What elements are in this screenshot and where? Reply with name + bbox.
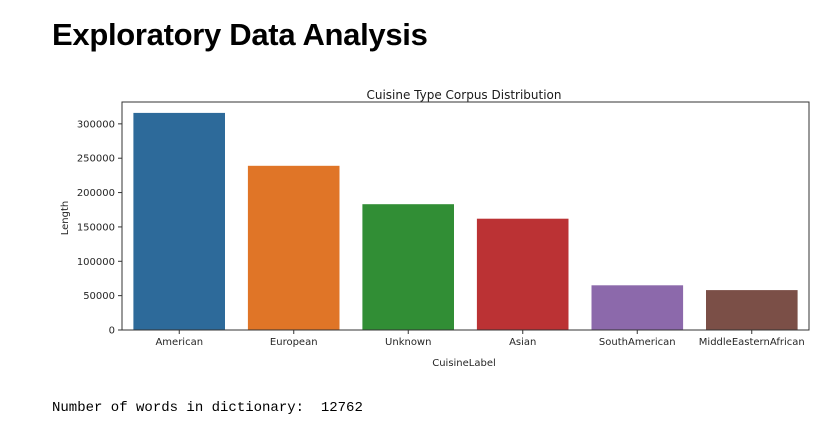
x-axis: American European Unknown Asian SouthAmerica…: [155, 330, 805, 348]
page-heading: Exploratory Data Analysis: [52, 17, 428, 52]
plot-frame: [121, 101, 810, 331]
x-tick-label: American: [155, 337, 203, 348]
y-tick-label: 0: [109, 326, 115, 337]
bar-southamerican: [591, 285, 684, 330]
bar-european: [247, 165, 340, 330]
x-tick-label: SouthAmerican: [599, 337, 676, 348]
x-tick-label: MiddleEasternAfrican: [699, 337, 805, 348]
x-tick-label: Unknown: [385, 337, 431, 348]
y-tick-label: 300000: [77, 119, 115, 130]
y-tick-label: 50000: [83, 291, 115, 302]
y-axis: 0 50000 100000 150000 200000 250000 300000: [77, 119, 122, 337]
y-tick-label: 200000: [77, 188, 115, 199]
bars-group: [133, 112, 798, 331]
chart-title: Cuisine Type Corpus Distribution: [366, 88, 561, 102]
x-axis-label: CuisineLabel: [432, 358, 496, 369]
bar-middleeasternafrican: [706, 290, 798, 330]
x-tick-label: European: [270, 337, 318, 348]
y-axis-label: Length: [60, 201, 71, 236]
x-tick-label: Asian: [509, 337, 536, 348]
bar-asian: [476, 218, 569, 330]
bar-american: [133, 112, 225, 331]
y-tick-label: 100000: [77, 257, 115, 268]
dictionary-size-output: Number of words in dictionary: 12762: [52, 400, 363, 416]
chart-svg: Cuisine Type Corpus Distribution 0 50000 1…: [60, 88, 810, 369]
y-tick-label: 250000: [77, 154, 115, 165]
y-tick-label: 150000: [77, 222, 115, 233]
bar-unknown: [362, 204, 454, 330]
bar-chart: Cuisine Type Corpus Distribution 0 50000 1…: [0, 78, 830, 378]
